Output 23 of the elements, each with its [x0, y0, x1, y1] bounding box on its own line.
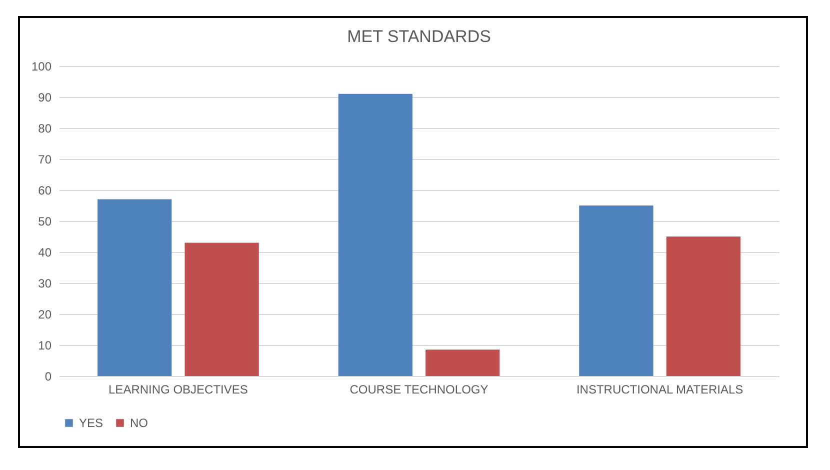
y-tick-label: 60 — [38, 184, 52, 198]
y-tick-label: 10 — [38, 338, 52, 352]
bar — [579, 206, 654, 376]
y-tick-label: 0 — [44, 370, 52, 384]
bar — [666, 236, 740, 376]
bar — [98, 199, 172, 376]
y-tick-label: 40 — [38, 246, 52, 260]
x-tick-label: INSTRUCTIONAL MATERIALS — [576, 382, 744, 396]
bar — [338, 94, 412, 376]
y-tick-label: 30 — [38, 276, 52, 290]
x-tick-label: LEARNING OBJECTIVES — [108, 382, 248, 396]
legend-label: NO — [130, 416, 148, 430]
y-tick-label: 90 — [38, 90, 52, 104]
y-tick-label: 80 — [38, 122, 52, 136]
y-tick-label: 70 — [38, 152, 52, 166]
y-tick-label: 20 — [38, 308, 52, 322]
y-tick-label: 50 — [38, 214, 52, 228]
legend-label: YES — [79, 416, 104, 430]
x-tick-label: COURSE TECHNOLOGY — [350, 382, 488, 396]
bar — [426, 350, 500, 376]
bar — [184, 242, 259, 376]
y-tick-label: 100 — [31, 60, 52, 74]
chart-title: MET STANDARDS — [347, 27, 491, 46]
